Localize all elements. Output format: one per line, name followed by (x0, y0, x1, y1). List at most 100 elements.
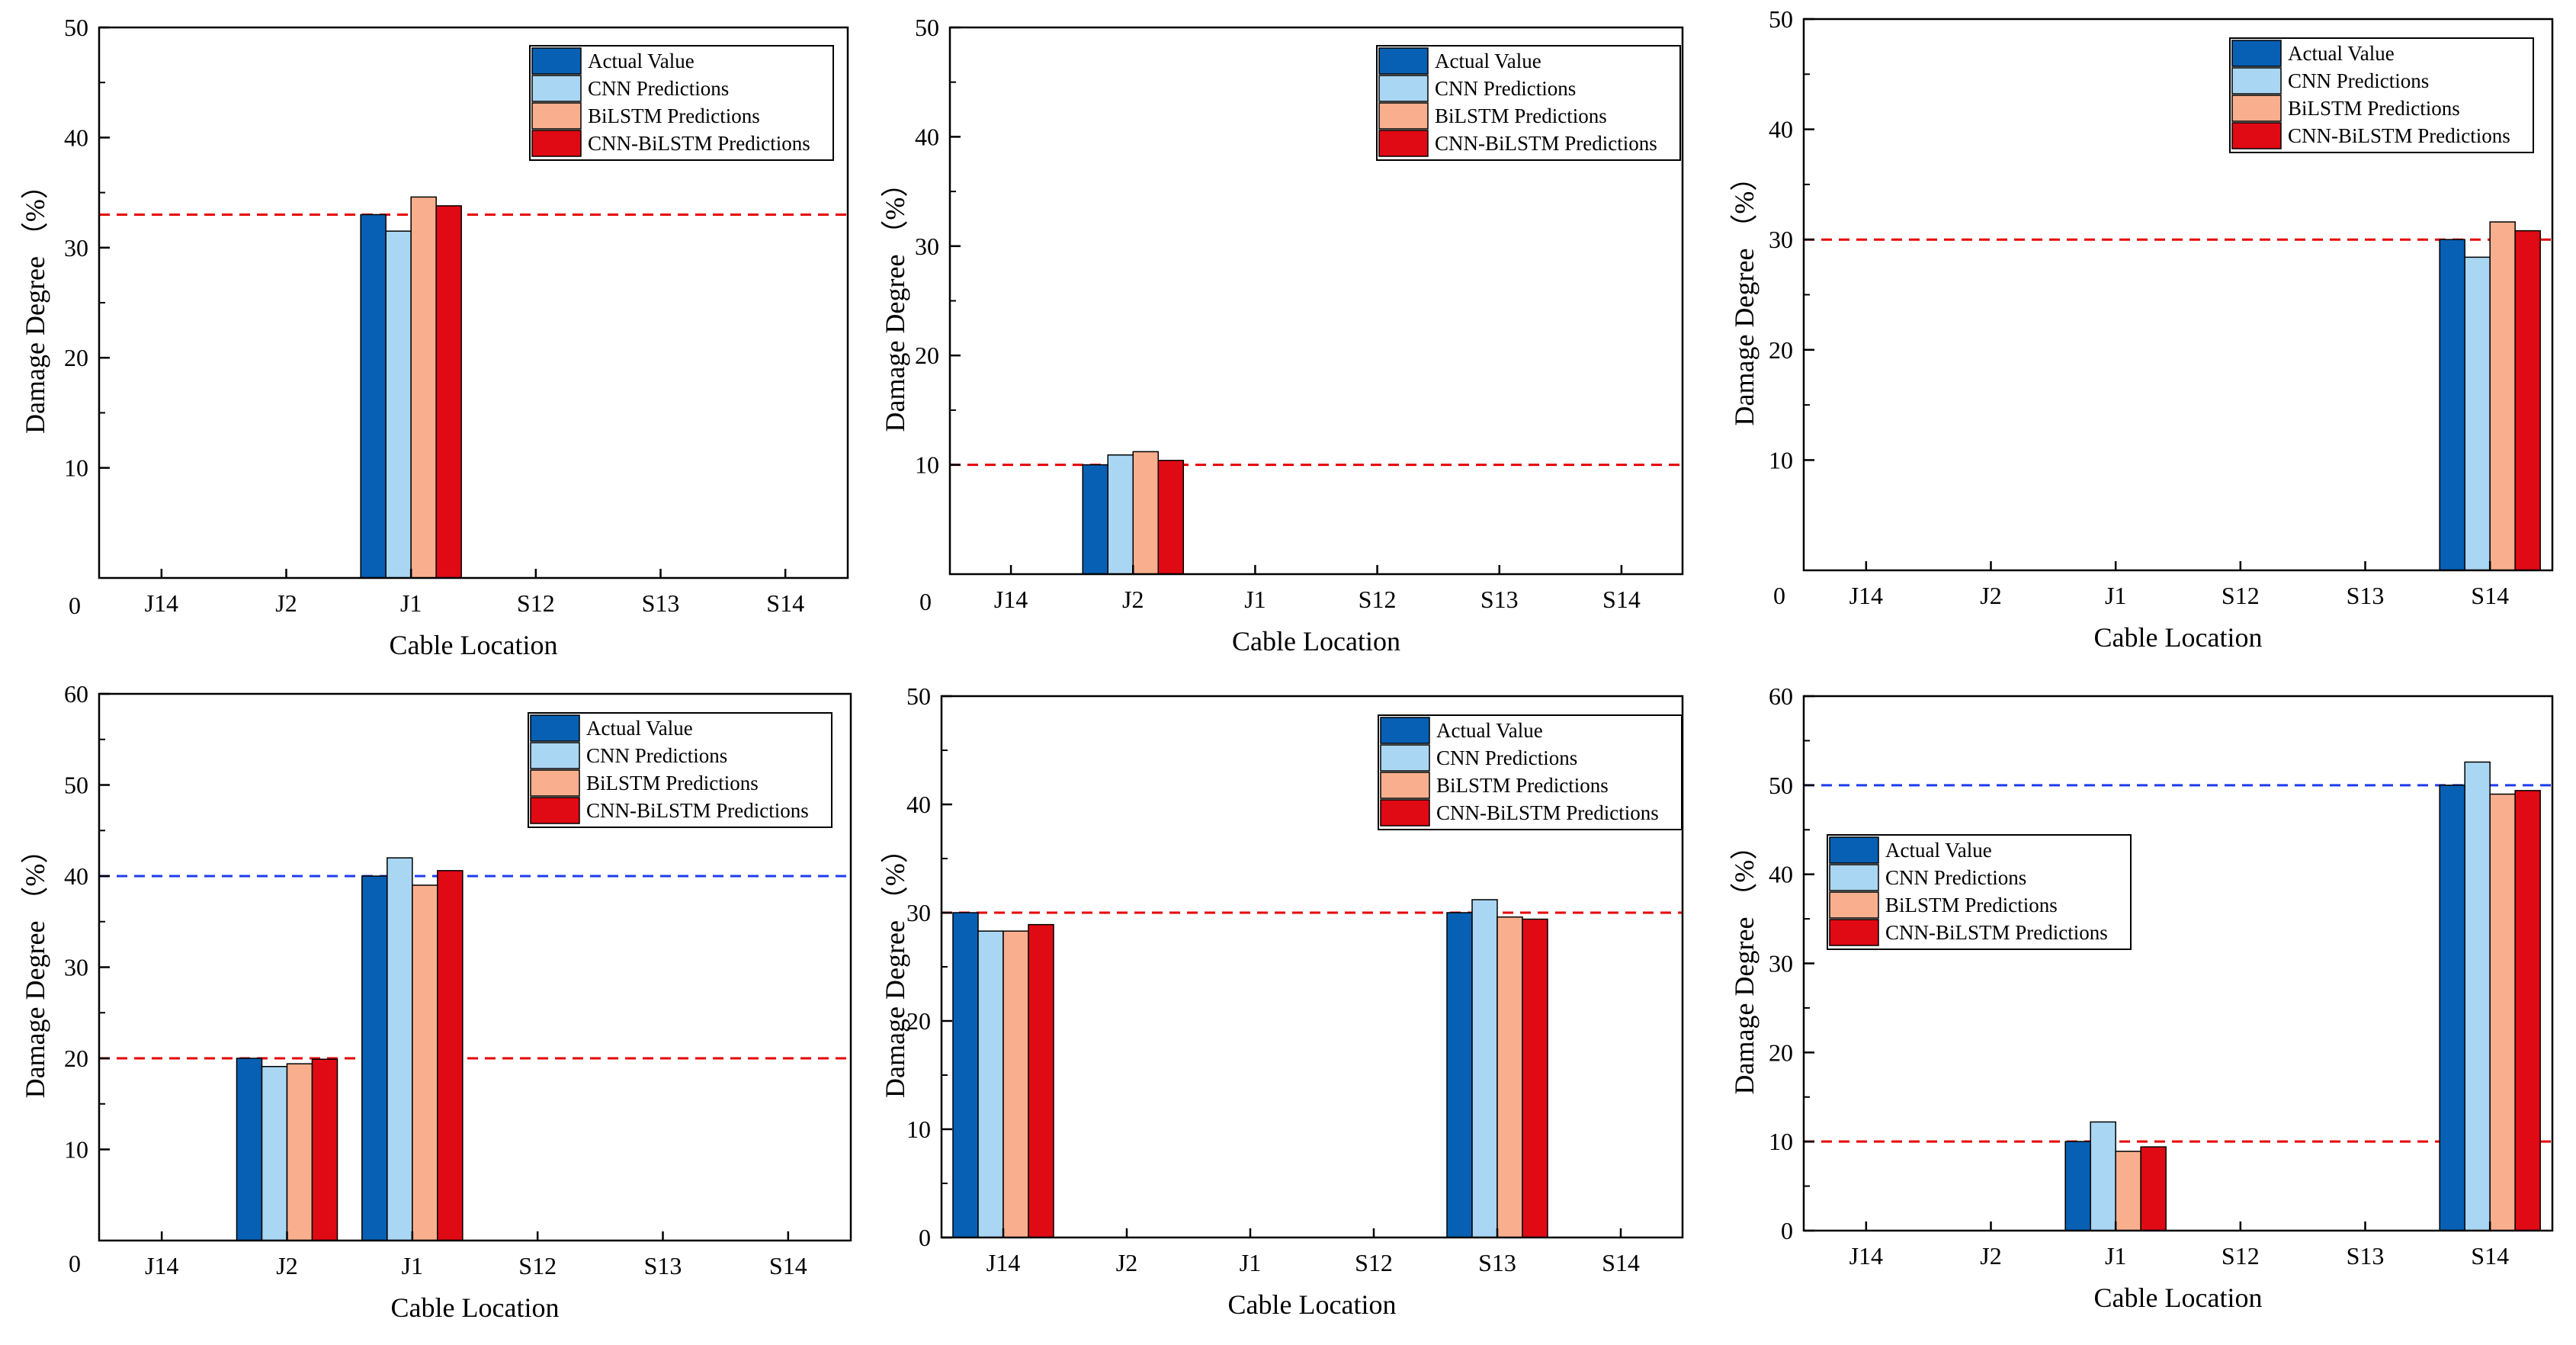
bar-s14-3 (2489, 221, 2516, 571)
legend-swatch-1 (2231, 40, 2282, 67)
chart-panel-6: 0 10 20 30 40 50 60 J14 J2 J1 S12 S13 S14 Cable Locat… (1729, 682, 2554, 1313)
bar-j14-1 (952, 912, 979, 1238)
y-tick-label: 30 (1769, 226, 1793, 253)
x-axis-title: Cable Location (1228, 1289, 1397, 1320)
x-axis-title: Cable Location (390, 630, 558, 660)
x-tick-label-s12: S12 (2222, 582, 2260, 609)
legend-swatch-1 (1380, 717, 1430, 744)
bar-s13-1 (1446, 912, 1473, 1238)
bar-j1-4 (435, 205, 462, 579)
x-tick-label-s14: S14 (2471, 1242, 2509, 1270)
legend-label-2: CNN Predictions (1436, 746, 1577, 769)
bar-j1-4 (437, 870, 464, 1241)
x-tick-label-j1: J1 (402, 1252, 423, 1279)
y-tick-label: 20 (64, 1045, 88, 1072)
y-tick-label: 50 (1769, 5, 1793, 33)
legend-swatch-2 (1829, 864, 1879, 891)
chart-panel-1: 10 20 30 40 50 0 J14 J2 J1 S12 S13 S14 Cable Locatio… (20, 14, 849, 660)
x-tick-label-s14: S14 (1602, 1249, 1640, 1276)
x-tick-label-j2: J2 (276, 1252, 297, 1279)
y-tick-label: 30 (906, 899, 931, 926)
y-tick-label: 0 (919, 1224, 931, 1251)
bar-j14-2 (977, 930, 1004, 1238)
x-axis-title: Cable Location (391, 1292, 560, 1323)
y-tick-label: 10 (64, 1136, 88, 1164)
legend-swatch-4 (2231, 122, 2282, 149)
legend-swatch-1 (530, 714, 580, 742)
y-tick-label: 10 (1769, 1128, 1793, 1155)
legend-label-4: CNN-BiLSTM Predictions (1885, 921, 2108, 944)
legend: Actual Value CNN Predictions BiLSTM Predic… (529, 45, 834, 161)
legend-swatch-2 (1378, 75, 1429, 102)
y-tick-label: 40 (64, 862, 88, 890)
x-axis-title: Cable Location (2094, 622, 2263, 653)
y-tick-label: 0 (1781, 1217, 1793, 1244)
bar-j2-3 (1132, 451, 1159, 575)
legend-swatch-2 (530, 742, 580, 769)
y-tick-label: 40 (906, 791, 931, 818)
legend-label-4: CNN-BiLSTM Predictions (1435, 132, 1657, 155)
y-tick-label: 10 (1769, 446, 1793, 473)
x-tick-label-j14: J14 (986, 1249, 1020, 1276)
legend-swatch-1 (1829, 836, 1879, 864)
x-axis-title: Cable Location (2094, 1282, 2263, 1313)
bar-j2-3 (286, 1063, 313, 1241)
y-tick-label: 50 (915, 14, 939, 41)
x-tick-label-j1: J1 (1244, 586, 1266, 613)
legend-label-1: Actual Value (1885, 839, 1992, 862)
legend-swatch-1 (531, 47, 582, 75)
bar-j2-2 (261, 1066, 288, 1241)
bar-s14-4 (2514, 230, 2541, 571)
legend-swatch-3 (530, 769, 580, 797)
legend-label-3: BiLSTM Predictions (586, 772, 759, 794)
bar-j1-2 (2090, 1121, 2116, 1231)
y-tick-label: 20 (64, 344, 88, 371)
x-axis-title: Cable Location (1232, 626, 1400, 656)
y-tick-label: 50 (64, 772, 88, 799)
bar-j1-3 (412, 884, 438, 1241)
bar-s13-4 (1522, 918, 1548, 1238)
legend-swatch-4 (1378, 130, 1429, 157)
x-tick-label-s13: S13 (642, 589, 680, 617)
y-tick-label: 30 (64, 954, 88, 981)
legend-label-2: CNN Predictions (586, 744, 727, 767)
legend-label-4: CNN-BiLSTM Predictions (1436, 801, 1659, 824)
legend-label-2: CNN Predictions (1435, 77, 1576, 100)
x-tick-label-j14: J14 (1849, 1242, 1883, 1270)
y-tick-label: 30 (915, 233, 939, 260)
y-tick-label: 40 (64, 124, 88, 151)
legend-label-2: CNN Predictions (2288, 69, 2429, 92)
legend-swatch-3 (531, 102, 582, 130)
bar-j1-1 (360, 213, 387, 579)
y-tick-label: 20 (1769, 1038, 1793, 1066)
x-tick-label-s13: S13 (2347, 582, 2385, 609)
legend-label-3: BiLSTM Predictions (1435, 104, 1607, 127)
legend: Actual Value CNN Predictions BiLSTM Predic… (1376, 45, 1681, 161)
legend: Actual Value CNN Predictions BiLSTM Predic… (2229, 37, 2534, 153)
y-tick-label: 40 (1769, 116, 1793, 143)
bar-s13-2 (1471, 899, 1498, 1238)
y-zero-label: 0 (69, 592, 81, 619)
bar-s13-3 (1497, 916, 1523, 1238)
x-tick-label-s12: S12 (518, 1252, 557, 1279)
x-tick-label-s14: S14 (1602, 586, 1641, 613)
y-axis-title: Damage Degree （%） (880, 170, 910, 432)
x-tick-label-s14: S14 (769, 1252, 807, 1279)
x-tick-label-j14: J14 (145, 1252, 178, 1279)
y-tick-label: 10 (906, 1115, 931, 1143)
bar-j14-3 (1002, 930, 1029, 1238)
legend-label-3: BiLSTM Predictions (588, 104, 760, 127)
legend-swatch-3 (1829, 891, 1879, 919)
x-tick-label-s12: S12 (1359, 586, 1397, 613)
y-axis-title: Damage Degree （%） (20, 836, 50, 1099)
x-tick-label-s12: S12 (517, 589, 555, 617)
bar-s14-1 (2439, 239, 2465, 571)
y-tick-label: 30 (64, 234, 88, 262)
legend-label-1: Actual Value (1436, 719, 1543, 742)
bar-j14-4 (1028, 923, 1054, 1238)
y-tick-label: 40 (1769, 861, 1793, 888)
bar-s14-2 (2464, 761, 2491, 1231)
legend-label-4: CNN-BiLSTM Predictions (588, 132, 810, 155)
